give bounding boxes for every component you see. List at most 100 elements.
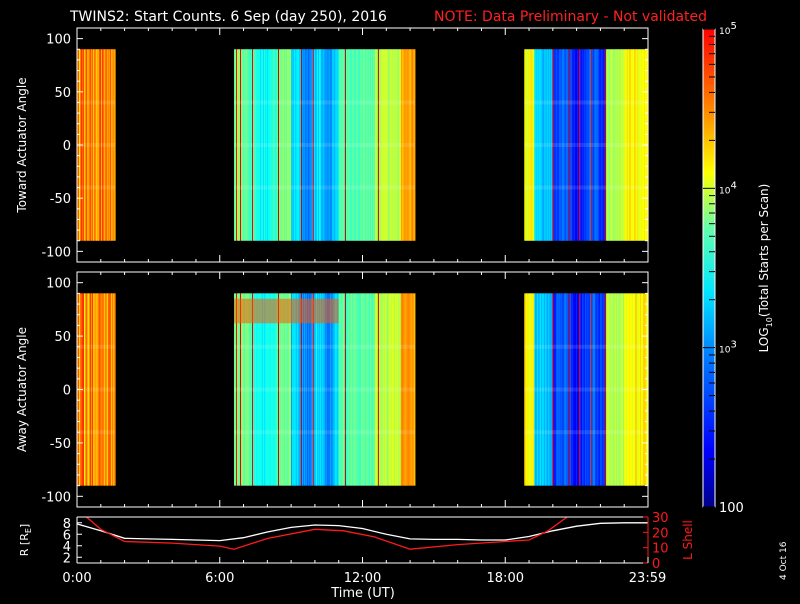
heatmap-column	[319, 293, 322, 486]
heatmap-column	[605, 293, 607, 486]
heatmap-column	[293, 49, 296, 241]
heatmap-column	[89, 293, 91, 486]
heatmap-column	[245, 293, 247, 486]
heatmap-column	[320, 293, 323, 486]
heatmap-column	[542, 49, 544, 241]
heatmap-column	[92, 49, 94, 241]
heatmap-column	[99, 293, 101, 486]
heatmap-segment	[234, 49, 416, 241]
heatmap-column	[406, 49, 409, 241]
heatmap-column	[401, 293, 404, 486]
heatmap-column	[326, 49, 329, 241]
heatmap-column	[570, 293, 572, 486]
heatmap-column	[602, 293, 604, 486]
heatmap-column	[554, 49, 556, 241]
heatmap-column	[630, 49, 632, 241]
heatmap-column	[261, 49, 263, 241]
heatmap-column	[632, 49, 634, 241]
heatmap-column	[263, 293, 265, 486]
heatmap-column	[564, 49, 566, 241]
heatmap-column	[603, 293, 605, 486]
heatmap-column	[533, 293, 535, 486]
heatmap-column	[413, 49, 416, 241]
heatmap-column	[612, 293, 614, 486]
heatmap-column	[275, 293, 278, 486]
heatmap-column	[282, 49, 285, 241]
heatmap-column	[99, 49, 101, 241]
y-tick-label: -100	[41, 245, 71, 260]
heatmap-column	[369, 293, 372, 486]
heatmap-column	[388, 293, 391, 486]
heatmap-column	[640, 293, 642, 486]
heatmap-column	[338, 49, 341, 241]
heatmap-column	[261, 293, 263, 486]
colorbar-tick-label: 103	[719, 340, 737, 356]
heatmap-column	[288, 49, 291, 241]
heatmap-column	[577, 293, 579, 486]
heatmap-column	[619, 49, 621, 241]
heatmap-segment	[524, 49, 649, 241]
heatmap-column	[296, 293, 299, 486]
y-left-axis-label: R [RE]	[18, 524, 33, 556]
y-tick-label: 50	[54, 86, 71, 101]
heatmap-column	[351, 49, 354, 241]
y-left-tick-label: 8	[63, 517, 71, 532]
heatmap-column	[594, 293, 596, 486]
heatmap-column	[575, 293, 577, 486]
heatmap-column	[601, 293, 603, 486]
heatmap-column	[629, 293, 631, 486]
heatmap-column	[269, 49, 272, 241]
heatmap-column	[406, 293, 409, 486]
heatmap-column	[611, 293, 613, 486]
heatmap-column	[325, 293, 328, 486]
heatmap-column	[551, 293, 553, 486]
heatmap-column	[317, 293, 320, 486]
heatmap-column	[397, 49, 400, 241]
heatmap-column	[339, 293, 342, 486]
heatmap-column	[289, 49, 292, 241]
y-tick-label: -50	[50, 437, 71, 452]
r-distance-line	[77, 522, 648, 542]
heatmap-column	[586, 49, 588, 241]
heatmap-column	[625, 293, 627, 486]
heatmap-column	[552, 49, 554, 241]
heatmap-column	[392, 293, 395, 486]
heatmap-column	[316, 49, 319, 241]
heatmap-column	[263, 293, 266, 486]
heatmap-column	[310, 49, 313, 241]
heatmap-column	[563, 293, 565, 486]
heatmap-column	[345, 49, 348, 241]
heatmap-column	[361, 293, 364, 486]
heatmap-column	[373, 293, 376, 486]
angle-band	[524, 344, 648, 349]
heatmap-column	[315, 293, 318, 486]
y-right-tick-label: 10	[652, 542, 669, 557]
heatmap-column	[322, 293, 325, 486]
angle-band	[234, 387, 415, 392]
heatmap-column	[566, 293, 568, 486]
heatmap-column	[390, 49, 393, 241]
y-axis-label: Away Actuator Angle	[15, 327, 29, 452]
heatmap-column	[364, 49, 367, 241]
heatmap-column	[264, 49, 267, 241]
heatmap-column	[294, 49, 297, 241]
heatmap-column	[540, 293, 542, 486]
heatmap-column	[295, 293, 298, 486]
heatmap-column	[527, 293, 529, 486]
heatmap-column	[264, 293, 267, 486]
heatmap-column	[613, 49, 615, 241]
heatmap-column	[584, 49, 586, 241]
heatmap-column	[405, 293, 408, 486]
heatmap-column	[536, 49, 538, 241]
y-right-axis-label: L Shell	[681, 520, 695, 560]
heatmap-column	[619, 293, 621, 486]
heatmap-column	[393, 49, 396, 241]
y-tick-label: 0	[63, 384, 71, 399]
heatmap-column	[409, 49, 412, 241]
heatmap-column	[103, 293, 105, 486]
heatmap-column	[262, 49, 264, 241]
heatmap-column	[548, 49, 550, 241]
heatmap-column	[624, 49, 626, 241]
heatmap-column	[107, 293, 109, 486]
